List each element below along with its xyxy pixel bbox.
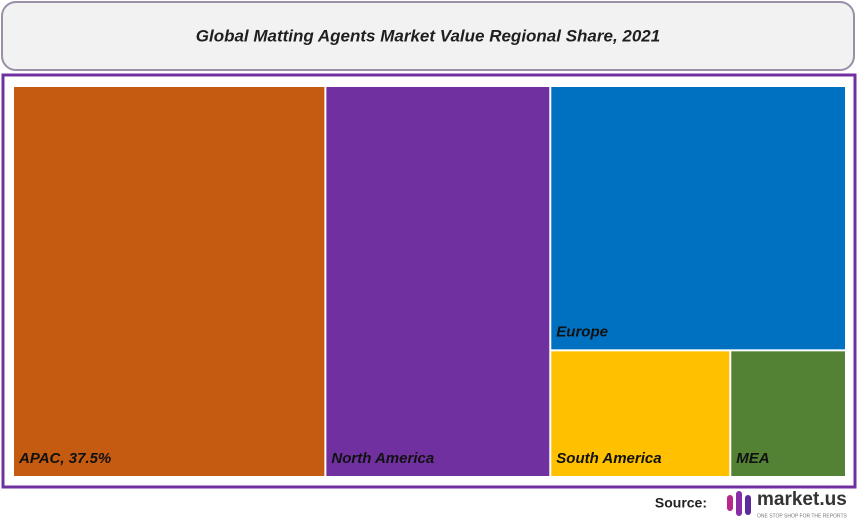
tile-label: Europe xyxy=(556,323,608,340)
tile-label: MEA xyxy=(736,450,769,467)
tagline: ONE STOP SHOP FOR THE REPORTS xyxy=(757,513,848,519)
source-label: Source: xyxy=(655,495,707,511)
tile xyxy=(326,87,550,476)
tiles: APAC, 37.5% North America Europe South Amer… xyxy=(14,87,845,476)
logo-icon xyxy=(727,491,751,516)
chart-title: Global Matting Agents Market Value Regio… xyxy=(196,26,660,45)
tile xyxy=(14,87,325,476)
tile xyxy=(731,351,845,476)
title-box xyxy=(1,1,855,71)
brand: market.us xyxy=(757,489,847,510)
tile-label: South America xyxy=(556,450,661,467)
tile-label: APAC, 37.5% xyxy=(18,450,111,467)
tile xyxy=(551,87,845,350)
tile xyxy=(551,351,730,476)
tile-label: North America xyxy=(331,450,434,467)
